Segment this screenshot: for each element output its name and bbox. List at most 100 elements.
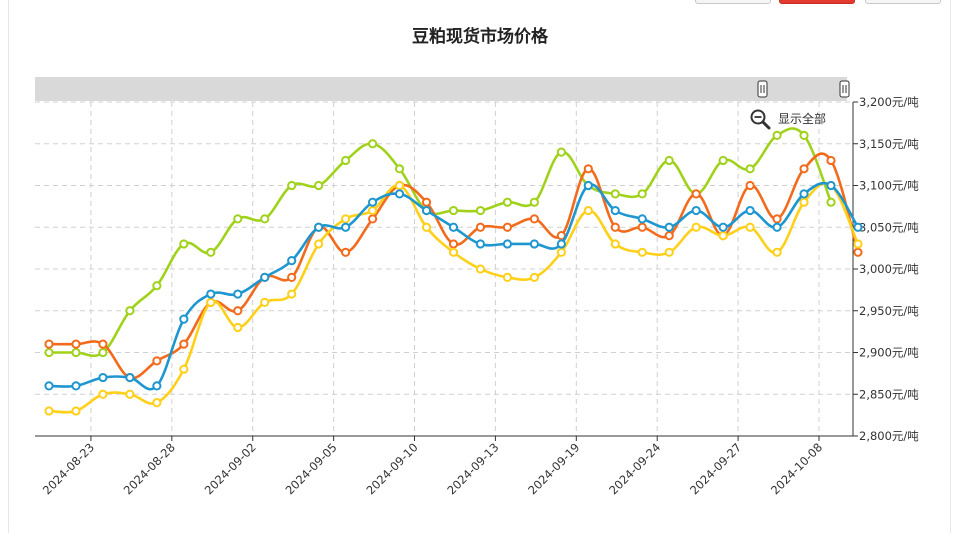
data-point[interactable] <box>691 189 701 199</box>
data-point[interactable] <box>394 164 405 174</box>
data-point[interactable] <box>772 214 782 224</box>
data-point[interactable] <box>152 398 162 408</box>
data-point[interactable] <box>341 247 351 257</box>
data-point[interactable] <box>745 164 755 174</box>
data-point[interactable] <box>664 247 674 257</box>
data-point[interactable] <box>556 239 566 249</box>
data-point[interactable] <box>475 239 486 249</box>
data-point[interactable] <box>772 130 782 140</box>
data-point[interactable] <box>826 180 836 191</box>
data-point[interactable] <box>152 381 162 391</box>
data-point[interactable] <box>287 272 297 282</box>
data-point[interactable] <box>502 197 513 207</box>
data-point[interactable] <box>637 214 647 224</box>
data-point[interactable] <box>125 306 135 316</box>
data-point[interactable] <box>179 364 189 374</box>
data-point[interactable] <box>98 339 108 349</box>
data-point[interactable] <box>718 222 728 232</box>
data-point[interactable] <box>314 180 324 191</box>
data-point[interactable] <box>718 231 728 241</box>
data-point[interactable] <box>71 381 81 391</box>
data-point[interactable] <box>799 189 809 199</box>
data-point[interactable] <box>664 231 674 241</box>
toolbar-button-3[interactable] <box>865 0 941 4</box>
data-point[interactable] <box>502 272 513 282</box>
data-point[interactable] <box>448 239 459 249</box>
data-point[interactable] <box>799 197 809 207</box>
data-point[interactable] <box>556 147 566 157</box>
data-point[interactable] <box>610 189 620 199</box>
data-point[interactable] <box>233 214 243 224</box>
data-point[interactable] <box>179 339 189 349</box>
data-point[interactable] <box>853 247 863 257</box>
data-point[interactable] <box>421 197 432 207</box>
data-point[interactable] <box>502 239 513 249</box>
data-point[interactable] <box>367 197 378 207</box>
data-point[interactable] <box>691 205 701 216</box>
data-point[interactable] <box>233 289 243 299</box>
data-point[interactable] <box>772 222 782 232</box>
data-point[interactable] <box>664 222 674 232</box>
data-point[interactable] <box>44 381 54 391</box>
data-point[interactable] <box>71 339 81 349</box>
data-point[interactable] <box>233 306 243 316</box>
data-point[interactable] <box>529 272 539 282</box>
data-point[interactable] <box>583 180 593 191</box>
data-point[interactable] <box>691 222 701 232</box>
data-point[interactable] <box>44 339 54 349</box>
data-point[interactable] <box>152 281 162 291</box>
data-point[interactable] <box>853 239 863 249</box>
data-point[interactable] <box>206 297 216 307</box>
data-point[interactable] <box>44 347 54 358</box>
data-point[interactable] <box>745 205 755 216</box>
show-all-button[interactable]: 显示全部 <box>750 109 827 130</box>
data-point[interactable] <box>475 264 486 274</box>
slider-handle-icon[interactable] <box>839 80 850 98</box>
data-point[interactable] <box>475 222 486 232</box>
data-point[interactable] <box>314 239 324 249</box>
data-point[interactable] <box>341 155 351 166</box>
data-point[interactable] <box>637 189 647 199</box>
data-point[interactable] <box>583 164 593 174</box>
data-point[interactable] <box>314 222 324 232</box>
data-point[interactable] <box>394 180 405 191</box>
data-point[interactable] <box>826 155 836 166</box>
data-point[interactable] <box>367 139 378 149</box>
data-point[interactable] <box>260 214 270 224</box>
data-point[interactable] <box>260 297 270 307</box>
data-point[interactable] <box>367 205 378 216</box>
zoom-slider-track[interactable] <box>35 77 847 101</box>
data-point[interactable] <box>394 189 405 199</box>
data-point[interactable] <box>610 239 620 249</box>
data-point[interactable] <box>287 256 297 266</box>
data-point[interactable] <box>98 372 108 383</box>
toolbar-button-2[interactable] <box>779 0 855 4</box>
toolbar-button-1[interactable] <box>695 0 771 4</box>
data-point[interactable] <box>610 222 620 232</box>
data-point[interactable] <box>853 222 863 232</box>
data-point[interactable] <box>637 247 647 257</box>
data-point[interactable] <box>718 155 728 166</box>
data-point[interactable] <box>233 322 243 333</box>
data-point[interactable] <box>421 222 432 232</box>
data-point[interactable] <box>206 247 216 257</box>
data-point[interactable] <box>826 197 836 207</box>
data-point[interactable] <box>502 222 513 232</box>
data-point[interactable] <box>664 155 674 166</box>
data-point[interactable] <box>98 347 108 358</box>
data-point[interactable] <box>799 164 809 174</box>
data-point[interactable] <box>475 205 486 216</box>
data-point[interactable] <box>71 347 81 358</box>
data-point[interactable] <box>529 197 539 207</box>
data-point[interactable] <box>98 389 108 399</box>
data-point[interactable] <box>610 205 620 216</box>
data-point[interactable] <box>637 222 647 232</box>
data-point[interactable] <box>421 205 432 216</box>
data-point[interactable] <box>367 214 378 224</box>
data-point[interactable] <box>125 372 135 383</box>
data-point[interactable] <box>745 222 755 232</box>
data-point[interactable] <box>260 272 270 282</box>
data-point[interactable] <box>179 239 189 249</box>
data-point[interactable] <box>583 205 593 216</box>
data-point[interactable] <box>745 180 755 191</box>
